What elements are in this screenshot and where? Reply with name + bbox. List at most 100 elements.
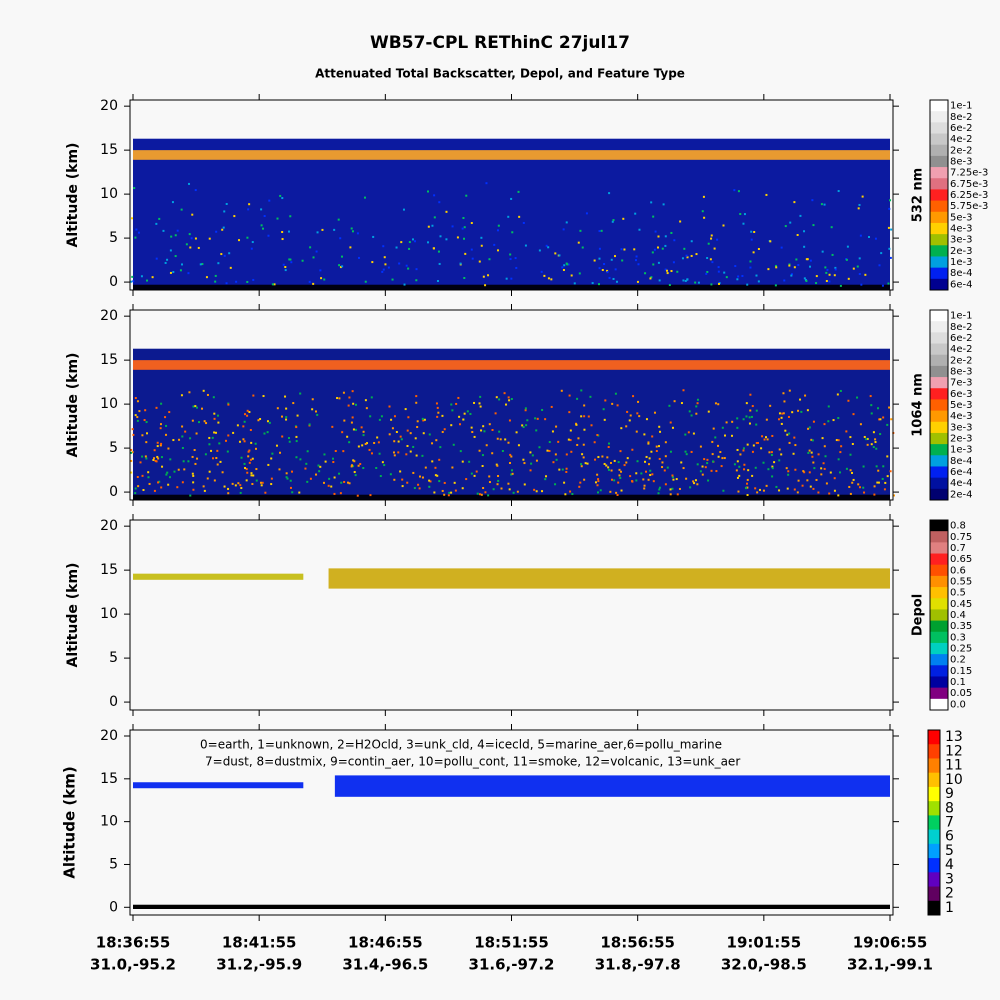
- speckle: [525, 424, 528, 427]
- speckle: [793, 201, 796, 204]
- speckle: [360, 426, 363, 429]
- speckle: [888, 406, 891, 409]
- speckle: [451, 409, 454, 412]
- speckle: [747, 469, 750, 472]
- speckle: [793, 266, 796, 269]
- speckle: [369, 415, 372, 418]
- y-tick-label: 20: [100, 308, 118, 324]
- x-tick-label: 19:06:55: [853, 934, 928, 952]
- speckle: [484, 284, 487, 287]
- speckle: [450, 491, 453, 494]
- speckle: [535, 429, 538, 432]
- speckle: [271, 452, 274, 455]
- colorbar-frame: [929, 309, 949, 501]
- speckle: [794, 444, 797, 447]
- speckle: [223, 254, 226, 257]
- speckle: [321, 228, 324, 231]
- speckle: [159, 427, 162, 430]
- x-tick-label: 18:56:55: [600, 934, 675, 952]
- speckle: [438, 262, 441, 265]
- speckle: [626, 410, 629, 413]
- speckle: [268, 421, 271, 424]
- speckle: [635, 472, 638, 475]
- layer: [334, 775, 890, 797]
- speckle: [746, 443, 749, 446]
- y-tick-label: 20: [100, 518, 118, 534]
- speckle: [181, 435, 184, 438]
- speckle: [165, 433, 168, 436]
- speckle: [578, 272, 581, 275]
- speckle: [199, 263, 202, 266]
- speckle: [240, 487, 243, 490]
- speckle: [185, 243, 188, 246]
- speckle: [547, 277, 550, 280]
- colorbar-tick-label: 7: [945, 815, 954, 831]
- speckle: [243, 462, 246, 465]
- speckle: [246, 236, 249, 239]
- speckle: [339, 266, 342, 269]
- speckle: [132, 433, 135, 436]
- y-tick-label: 10: [100, 396, 118, 412]
- speckle: [786, 433, 789, 436]
- plot-area: [130, 520, 893, 710]
- speckle: [441, 489, 444, 492]
- speckle: [196, 457, 199, 460]
- speckle: [878, 418, 881, 421]
- speckle: [554, 453, 557, 456]
- speckle: [664, 441, 667, 444]
- speckle: [712, 427, 715, 430]
- speckle: [291, 470, 294, 473]
- speckle: [371, 261, 374, 264]
- speckle: [421, 417, 424, 420]
- speckle: [211, 436, 214, 439]
- speckle: [663, 469, 666, 472]
- speckle: [160, 442, 163, 445]
- speckle: [287, 230, 290, 233]
- speckle: [240, 456, 243, 459]
- speckle: [861, 195, 864, 198]
- speckle: [665, 269, 668, 272]
- speckle: [847, 399, 850, 402]
- speckle: [808, 265, 811, 268]
- speckle: [583, 478, 586, 481]
- subtitle: Attenuated Total Backscatter, Depol, and…: [315, 67, 685, 81]
- colorbar-tick-label: 0.7: [950, 543, 966, 554]
- speckle: [155, 257, 158, 260]
- speckle: [192, 488, 195, 491]
- speckle: [191, 472, 194, 475]
- speckle: [437, 411, 440, 414]
- speckle: [248, 411, 251, 414]
- speckle: [597, 456, 600, 459]
- colorbar-cell: [930, 122, 948, 135]
- speckle: [650, 450, 653, 453]
- speckle: [342, 391, 345, 394]
- speckle: [284, 269, 287, 272]
- speckle: [153, 449, 156, 452]
- speckle: [647, 442, 650, 445]
- speckle: [701, 210, 704, 213]
- speckle: [765, 418, 768, 421]
- speckle: [682, 389, 685, 392]
- colorbar-tick-label: 0.75: [950, 532, 972, 543]
- speckle: [594, 458, 597, 461]
- speckle: [201, 263, 204, 266]
- colorbar-tick-label: 0.2: [950, 655, 966, 666]
- speckle: [517, 444, 520, 447]
- speckle: [635, 255, 638, 258]
- layer: [328, 568, 890, 589]
- speckle: [496, 437, 499, 440]
- speckle: [787, 415, 790, 418]
- speckle: [522, 221, 525, 224]
- speckle: [166, 258, 169, 261]
- colorbar-cell: [930, 310, 948, 322]
- colorbar-tick-label: 1: [945, 900, 954, 916]
- speckle: [348, 396, 351, 399]
- speckle: [405, 264, 408, 267]
- colorbar-tick-label: 6.75e-3: [950, 179, 988, 190]
- speckle: [585, 212, 588, 215]
- speckle: [370, 396, 373, 399]
- speckle: [177, 468, 180, 471]
- speckle: [636, 280, 639, 283]
- speckle: [872, 431, 875, 434]
- speckle: [285, 476, 288, 479]
